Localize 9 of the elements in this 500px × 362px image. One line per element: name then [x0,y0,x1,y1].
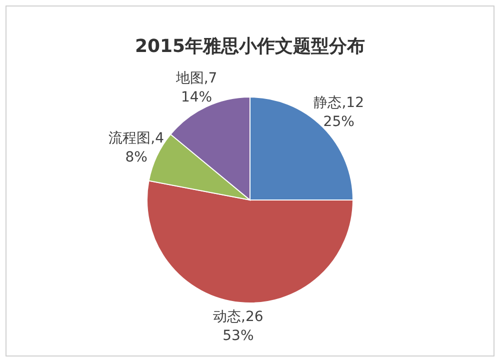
slice-label: 静态,12 [314,95,364,112]
slice-label: 动态,26 [213,309,264,326]
slice-label: 地图,7 [174,70,218,86]
data-label: 25% [323,114,354,130]
slice-label: 流程图,4 [108,130,164,146]
chart-title: 2015年雅思小作文题型分布 [134,36,366,57]
data-label: 53% [222,328,254,344]
data-label: 8% [125,149,148,166]
data-label: 14% [180,89,212,106]
